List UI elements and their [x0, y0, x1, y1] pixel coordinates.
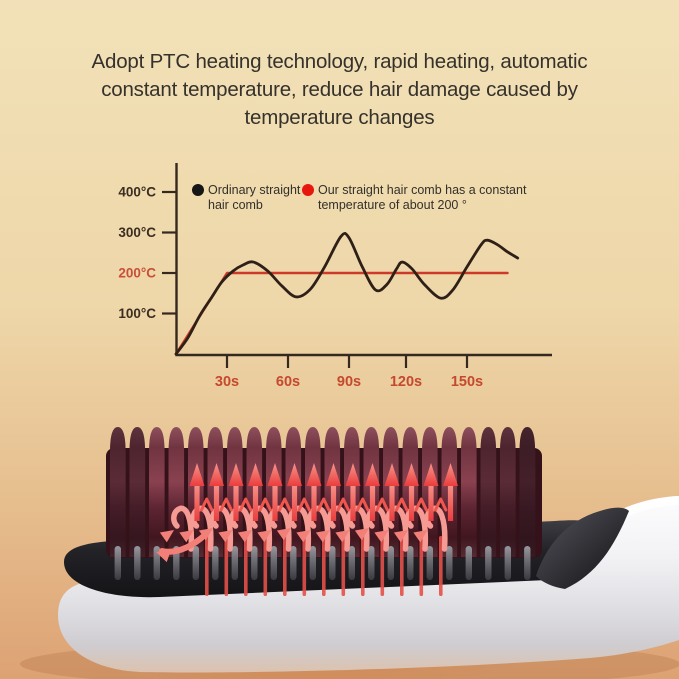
bristle-tips — [114, 546, 531, 580]
svg-text:60s: 60s — [276, 374, 300, 390]
legend-dot-red — [302, 184, 314, 196]
headline-line-1: Adopt PTC heating technology, rapid heat… — [91, 50, 588, 73]
heat-arrow-up-icons — [189, 463, 458, 521]
handle-highlight — [572, 496, 679, 560]
legend-dot-black — [192, 184, 204, 196]
svg-text:400°C: 400°C — [118, 185, 156, 200]
svg-text:90s: 90s — [337, 374, 361, 390]
svg-text:30s: 30s — [215, 374, 239, 390]
svg-text:300°C: 300°C — [118, 225, 156, 240]
svg-text:150s: 150s — [451, 374, 483, 390]
legend-label-ours: Our straight hair comb has a constant te… — [318, 183, 527, 212]
legend-item-ordinary: Ordinary straight hair comb — [192, 183, 314, 213]
headline-line-3: temperature changes — [244, 106, 435, 129]
legend-label-ordinary: Ordinary straight hair comb — [208, 183, 301, 212]
legend-item-ours: Our straight hair comb has a constant te… — [302, 183, 554, 213]
neck-scoop — [536, 507, 629, 589]
heat-streaks — [205, 536, 443, 596]
headline-line-2: constant temperature, reduce hair damage… — [101, 78, 578, 101]
headline: Adopt PTC heating technology, rapid heat… — [0, 48, 679, 132]
svg-text:200°C: 200°C — [118, 266, 156, 281]
svg-text:100°C: 100°C — [118, 306, 156, 321]
svg-text:120s: 120s — [390, 374, 422, 390]
